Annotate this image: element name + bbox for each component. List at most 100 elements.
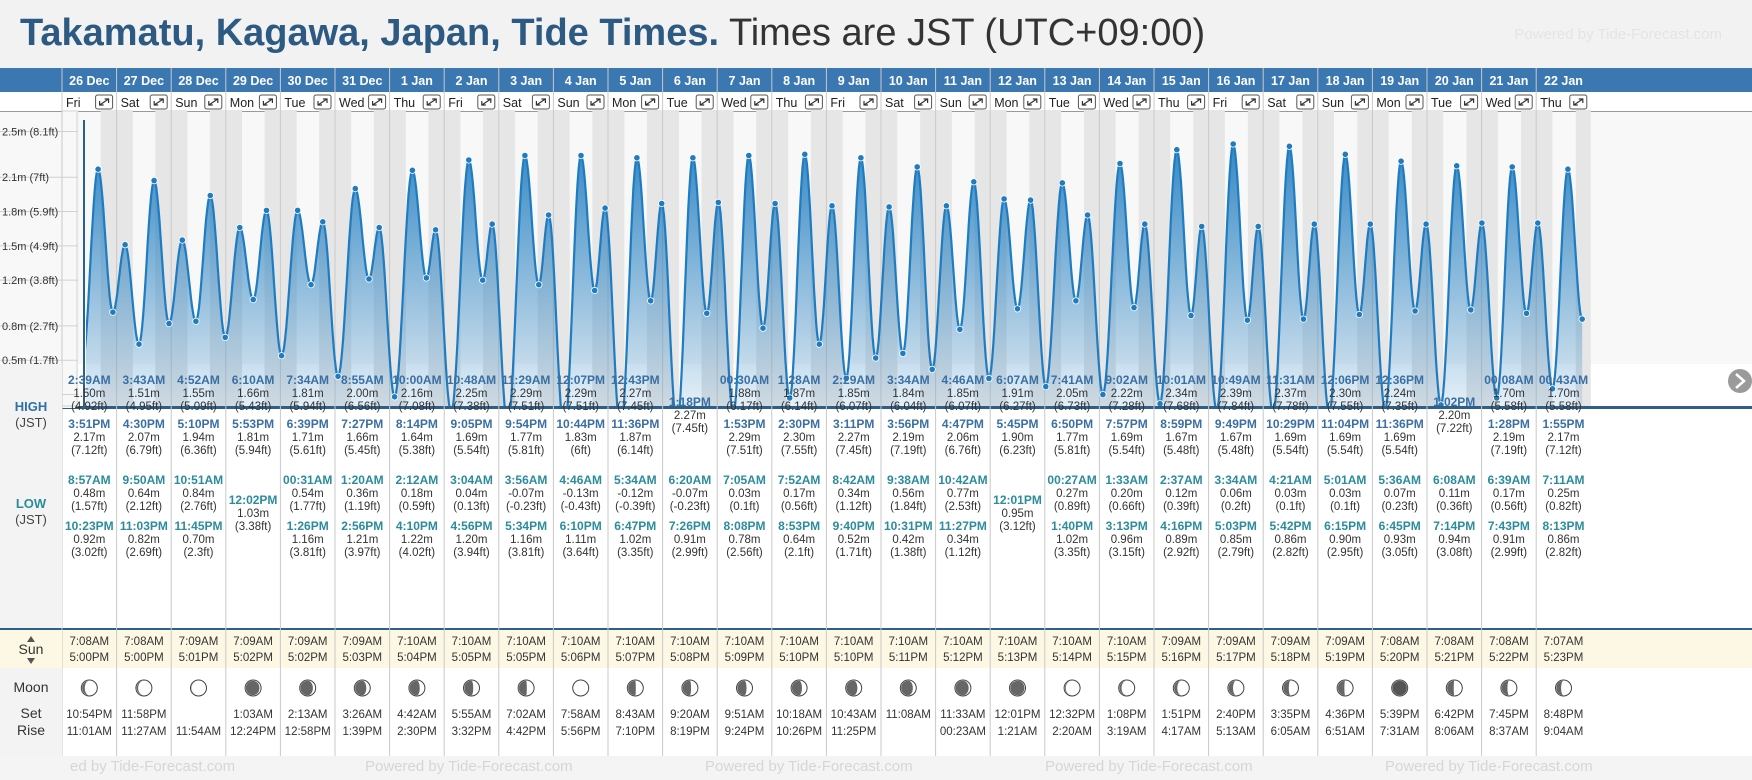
- low-tide-height: 0.20m: [1111, 488, 1143, 500]
- high-tide-time: 1:18PM: [669, 395, 711, 409]
- high-tide-point: [714, 198, 722, 206]
- low-tide-height: 0.06m: [1220, 488, 1252, 500]
- moon-shadow-shape: [628, 680, 636, 696]
- low-tide-height: 1.21m: [346, 534, 378, 546]
- high-tide-point: [658, 199, 666, 208]
- low-tide-time: 6:10PM: [560, 519, 602, 533]
- high-tide-time: 9:05PM: [450, 417, 492, 431]
- low-tide-height: 0.77m: [947, 488, 979, 500]
- sunrise-time: 7:10AM: [1107, 636, 1147, 648]
- moonset-time: 2:40PM: [1216, 709, 1256, 721]
- low-tide-height: 0.03m: [729, 488, 761, 500]
- moonrise-time: 7:10PM: [615, 726, 655, 738]
- high-tide-time: 00:43AM: [1539, 373, 1588, 387]
- high-tide-height-ft: (5.38ft): [399, 445, 436, 457]
- low-tide-height-ft: (0.56ft): [781, 501, 818, 513]
- low-tide-time: 5:01AM: [1324, 473, 1367, 487]
- low-tide-height: 0.42m: [892, 534, 924, 546]
- moonset-time: 4:42AM: [397, 709, 437, 721]
- low-tide-point: [135, 340, 143, 348]
- low-tide-height-ft: (2.95ft): [1327, 547, 1364, 559]
- sunset-time: 5:10PM: [779, 652, 819, 664]
- low-tide-height: 1.02m: [1056, 534, 1088, 546]
- low-tide-height: 0.92m: [73, 534, 105, 546]
- low-tide-point: [1355, 310, 1363, 319]
- high-tide-height: 1.69m: [456, 432, 488, 444]
- moonset-time: 9:51AM: [725, 709, 765, 721]
- low-tide-height-ft: (3.81ft): [289, 547, 326, 559]
- high-tide-height-ft: (7.68ft): [1163, 401, 1200, 413]
- high-tide-point: [1116, 159, 1124, 168]
- sun-row-rule: [0, 628, 1752, 630]
- sunset-time: 5:20PM: [1380, 652, 1420, 664]
- sunrise-time: 7:09AM: [342, 636, 382, 648]
- sunset-time: 5:14PM: [1052, 652, 1092, 664]
- low-tide-time: 3:13PM: [1106, 519, 1148, 533]
- date-label: 14 Jan: [1107, 74, 1146, 88]
- high-tide-time: 3:43AM: [123, 373, 166, 387]
- high-tide-height-ft: (5.54ft): [1108, 445, 1145, 457]
- scroll-right-button[interactable]: [1728, 369, 1752, 393]
- low-tide-point: [815, 340, 823, 348]
- high-tide-height-ft: (7.28ft): [1108, 401, 1145, 413]
- moon-shadow-shape: [1501, 680, 1509, 696]
- low-tide-height-ft: (-0.23ft): [506, 501, 546, 513]
- high-tide-point: [206, 191, 214, 200]
- expand-icon: [153, 98, 164, 106]
- low-tide-time: 12:02PM: [229, 493, 278, 507]
- low-tide-height: 0.25m: [1548, 488, 1580, 500]
- moonset-time: 9:20AM: [670, 709, 710, 721]
- high-tide-height-ft: (5.54ft): [1381, 445, 1418, 457]
- low-tide-height: 0.48m: [73, 488, 105, 500]
- high-tide-time: 7:34AM: [286, 373, 329, 387]
- sunset-time: 5:02PM: [288, 652, 328, 664]
- moonrise-time: 9:04AM: [1544, 726, 1584, 738]
- moonset-time: 10:18AM: [776, 709, 822, 721]
- high-tide-point: [1000, 195, 1008, 203]
- sunset-time: 5:04PM: [397, 652, 437, 664]
- high-tide-point: [1341, 150, 1349, 158]
- moon-shadow-shape: [901, 680, 913, 696]
- weekday-label: Mon: [230, 96, 254, 110]
- sunset-time: 5:00PM: [124, 652, 164, 664]
- high-tide-point: [1141, 220, 1149, 228]
- low-tide-height-ft: (3.08ft): [1436, 547, 1473, 559]
- low-tide-height: 0.89m: [1165, 534, 1197, 546]
- high-tide-time: 7:41AM: [1051, 373, 1094, 387]
- high-tide-time: 6:10AM: [232, 373, 275, 387]
- low-tide-time: 4:10PM: [396, 519, 438, 533]
- low-tide-height-ft: (0.59ft): [399, 501, 436, 513]
- high-tide-point: [1422, 220, 1430, 228]
- high-tide-time: 1:28PM: [1488, 417, 1530, 431]
- high-tide-point: [1310, 220, 1318, 228]
- low-tide-height-ft: (2.1ft): [784, 547, 814, 559]
- powered-by-footer: Powered by Tide-Forecast.com: [365, 758, 573, 775]
- high-tide-point: [1478, 219, 1486, 227]
- low-tide-point: [535, 281, 543, 289]
- high-tide-height-ft: (6.27ft): [999, 401, 1036, 413]
- low-tide-height: 0.64m: [783, 534, 815, 546]
- high-tide-time: 1:28AM: [778, 373, 821, 387]
- high-tide-height-ft: (6.07ft): [945, 401, 982, 413]
- low-tide-time: 7:05AM: [723, 473, 766, 487]
- date-label: 16 Jan: [1216, 74, 1255, 88]
- low-tide-point: [1042, 382, 1050, 391]
- tide-chart: 0.1m (-0.4ft)0.2m (0.6ft)0.5m (1.7ft)0.8…: [0, 68, 1752, 756]
- sunrise-time: 7:09AM: [1161, 636, 1201, 648]
- weekday-label: Sun: [940, 96, 962, 110]
- high-tide-point: [1508, 163, 1516, 171]
- high-tide-height-ft: (5.09ft): [180, 401, 217, 413]
- high-tide-time: 8:59PM: [1160, 417, 1202, 431]
- low-tide-height: 0.03m: [1329, 488, 1361, 500]
- moonrise-time: 00:23AM: [940, 726, 986, 738]
- high-tide-height-ft: (6.73ft): [1054, 401, 1091, 413]
- powered-by-footer: Powered by Tide-Forecast.com: [1385, 758, 1593, 775]
- date-label: 9 Jan: [838, 74, 870, 88]
- low-tide-point: [1130, 304, 1138, 312]
- moonrise-time: 12:24PM: [230, 726, 276, 738]
- low-tide-point: [872, 354, 880, 362]
- low-tide-point: [1156, 400, 1164, 406]
- low-tide-point: [1243, 316, 1252, 324]
- high-tide-time: 3:34AM: [887, 373, 930, 387]
- moonset-time: 3:26AM: [342, 709, 382, 721]
